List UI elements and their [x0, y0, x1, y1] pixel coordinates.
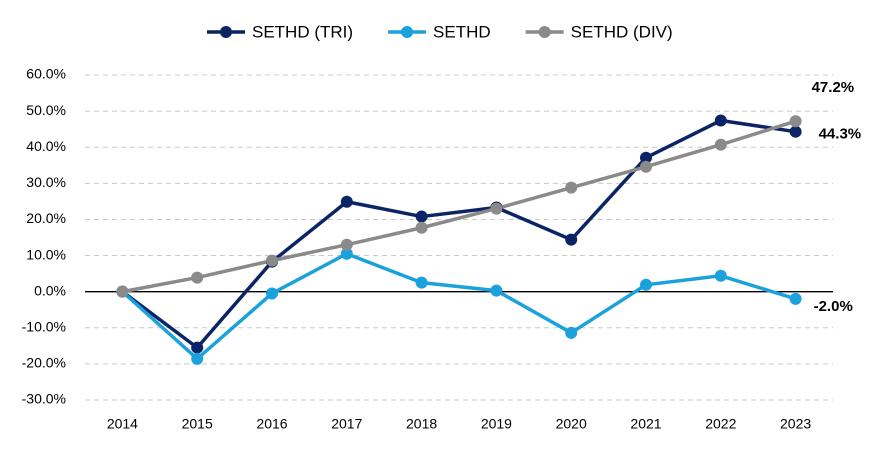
- series-line: [121, 118, 796, 350]
- y-tick-label: -10.0%: [22, 318, 66, 334]
- data-point: [490, 284, 503, 297]
- data-point: [640, 278, 652, 291]
- data-point: [565, 181, 578, 194]
- data-point: [340, 238, 353, 251]
- data-point: [340, 247, 353, 260]
- y-tick-label: -30.0%: [22, 391, 66, 407]
- y-tick-label: -20.0%: [22, 355, 66, 371]
- series-line: [122, 119, 797, 294]
- legend-marker: [401, 26, 414, 38]
- x-tick-label: 2014: [107, 416, 138, 432]
- data-label: 44.3%: [819, 126, 862, 143]
- data-point: [640, 160, 652, 173]
- x-tick-label: 2022: [705, 416, 736, 432]
- data-point: [789, 292, 802, 305]
- y-tick-label: 30.0%: [26, 174, 66, 190]
- x-tick-label: 2018: [406, 416, 437, 432]
- data-point: [640, 151, 652, 164]
- x-tick-label: 2021: [630, 416, 661, 432]
- series-line: [121, 252, 797, 361]
- data-point: [415, 210, 428, 223]
- data-point: [565, 326, 578, 339]
- legend-marker: [220, 26, 232, 38]
- data-point: [340, 195, 353, 208]
- legend-label: SETHD: [433, 22, 491, 41]
- data-point: [191, 352, 204, 365]
- data-point: [714, 269, 727, 282]
- data-point: [191, 271, 204, 284]
- data-label: -2.0%: [814, 298, 853, 315]
- data-point: [490, 202, 503, 215]
- y-tick-label: 20.0%: [26, 210, 66, 226]
- data-point: [116, 285, 129, 298]
- data-point: [789, 115, 802, 128]
- data-point: [415, 276, 428, 289]
- x-tick-label: 2019: [481, 416, 512, 432]
- data-label: 47.2%: [812, 79, 855, 96]
- y-tick-label: 0.0%: [34, 282, 66, 298]
- x-tick-label: 2017: [331, 416, 362, 432]
- data-point: [415, 221, 428, 234]
- y-tick-label: 10.0%: [26, 246, 66, 262]
- x-tick-label: 2016: [256, 416, 287, 432]
- y-tick-label: 40.0%: [26, 138, 66, 154]
- x-tick-label: 2015: [182, 416, 213, 432]
- x-tick-label: 2020: [556, 416, 587, 432]
- legend-label: SETHD (TRI): [252, 22, 353, 41]
- x-tick-label: 2023: [780, 416, 811, 432]
- data-point: [714, 138, 727, 151]
- legend-marker: [538, 26, 551, 38]
- y-tick-label: 60.0%: [26, 66, 66, 82]
- data-point: [565, 233, 578, 246]
- data-point: [789, 125, 802, 138]
- data-point: [714, 114, 727, 127]
- legend-label: SETHD (DIV): [571, 22, 673, 41]
- data-point: [191, 341, 204, 354]
- y-tick-label: 50.0%: [26, 102, 66, 118]
- data-point: [266, 254, 278, 267]
- data-point: [266, 287, 278, 300]
